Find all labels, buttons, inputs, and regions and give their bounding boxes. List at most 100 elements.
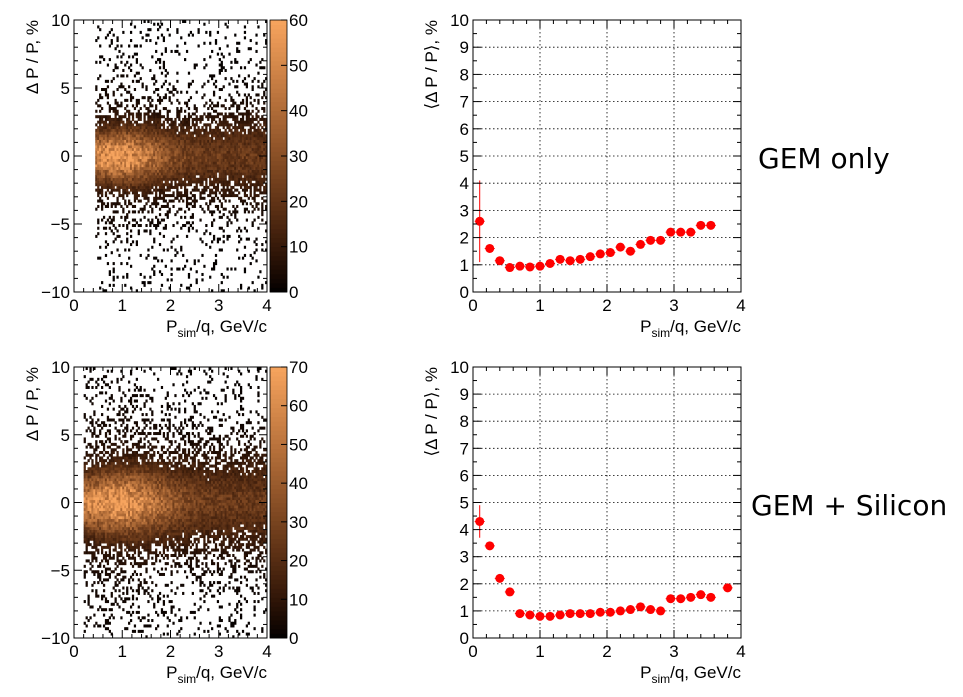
heatmap-cell: [101, 608, 104, 612]
heatmap-cell: [126, 440, 129, 444]
heatmap-cell: [147, 142, 150, 146]
heatmap-cell: [201, 177, 204, 181]
heatmap-cell: [83, 437, 86, 441]
heatmap-cell: [180, 156, 183, 160]
heatmap-cell: [151, 183, 154, 187]
data-point: [666, 227, 676, 237]
heatmap-cell: [222, 104, 225, 108]
row-label-gem-silicon: GEM + Silicon: [751, 489, 947, 522]
heatmap-cell: [131, 218, 135, 222]
heatmap-cell: [239, 172, 243, 176]
heatmap-cell: [108, 396, 111, 400]
heatmap-cell: [209, 175, 212, 179]
heatmap-cell: [120, 185, 123, 189]
heatmap-cell: [101, 513, 104, 517]
heatmap-cell: [118, 529, 121, 533]
heatmap-cell: [170, 166, 173, 170]
heatmap-cell: [91, 432, 94, 436]
heatmap-cell: [89, 518, 92, 522]
heatmap-cell: [226, 44, 229, 48]
heatmap-cell: [199, 164, 202, 168]
heatmap-cell: [124, 537, 127, 541]
heatmap-cell: [201, 180, 204, 184]
heatmap-cell: [263, 90, 266, 94]
heatmap-cell: [162, 188, 166, 192]
heatmap-cell: [137, 164, 140, 168]
heatmap-cell: [222, 126, 225, 130]
heatmap-cell: [104, 131, 108, 135]
heatmap-cell: [131, 164, 135, 168]
heatmap-cell: [220, 150, 223, 154]
heatmap-cell: [122, 575, 125, 579]
heatmap-cell: [174, 145, 177, 149]
heatmap-cell: [199, 180, 202, 184]
heatmap-cell: [133, 164, 137, 168]
heatmap-cell: [102, 180, 106, 184]
heatmap-cell: [131, 147, 135, 151]
heatmap-cell: [91, 497, 94, 501]
heatmap-cell: [214, 259, 218, 263]
heatmap-cell: [122, 480, 125, 484]
heatmap-cell: [255, 49, 258, 53]
heatmap-cell: [222, 123, 225, 127]
heatmap-cell: [87, 469, 90, 473]
heatmap-cell: [85, 385, 88, 389]
heatmap-cell: [156, 175, 160, 179]
heatmap-cell: [145, 158, 148, 162]
heatmap-cell: [199, 150, 202, 154]
heatmap-cell: [214, 191, 218, 195]
heatmap-cell: [209, 158, 212, 162]
heatmap-cell: [120, 461, 123, 465]
heatmap-cell: [232, 126, 235, 130]
heatmap-cell: [124, 283, 127, 287]
heatmap-cell: [133, 131, 137, 135]
heatmap-cell: [253, 131, 256, 135]
heatmap-cell: [253, 147, 256, 151]
heatmap-cell: [178, 267, 181, 271]
heatmap-cell: [83, 472, 86, 476]
heatmap-cell: [120, 456, 123, 460]
heatmap-cell: [124, 147, 127, 151]
heatmap-cell: [245, 188, 248, 192]
heatmap-cell: [236, 177, 239, 181]
heatmap-cell: [116, 445, 119, 449]
heatmap-cell: [226, 161, 229, 165]
heatmap-cell: [222, 188, 225, 192]
heatmap-cell: [85, 532, 88, 536]
colorbar-tick-label: 40: [289, 102, 308, 121]
heatmap-cell: [141, 136, 144, 140]
heatmap-cell: [203, 158, 206, 162]
heatmap-cell: [162, 150, 166, 154]
heatmap-cell: [118, 535, 121, 539]
heatmap-cell: [112, 109, 115, 113]
heatmap-cell: [87, 453, 90, 457]
heatmap-cell: [112, 117, 115, 121]
heatmap-cell: [108, 185, 111, 189]
heatmap-cell: [238, 240, 241, 244]
heatmap-cell: [83, 575, 86, 579]
heatmap-cell: [83, 516, 86, 520]
heatmap-cell: [212, 147, 216, 151]
heatmap-cell: [236, 161, 239, 165]
heatmap-cell: [189, 166, 193, 170]
heatmap-cell: [220, 169, 223, 173]
heatmap-cell: [83, 491, 86, 495]
heatmap-cell: [129, 136, 133, 140]
heatmap-cell: [156, 147, 160, 151]
colorbar-step: [270, 178, 287, 184]
heatmap-cell: [108, 532, 111, 536]
heatmap-cell: [212, 142, 216, 146]
heatmap-cell: [95, 488, 98, 492]
heatmap-cell: [104, 150, 108, 154]
heatmap-cell: [118, 234, 121, 238]
data-point: [575, 254, 585, 264]
heatmap-cell: [189, 175, 193, 179]
heatmap-cell: [197, 28, 200, 32]
heatmap-cell: [201, 172, 204, 176]
heatmap-cell: [178, 172, 181, 176]
heatmap-cell: [205, 202, 208, 206]
heatmap-cell: [110, 150, 113, 154]
heatmap-cell: [116, 532, 119, 536]
heatmap-cell: [255, 175, 258, 179]
heatmap-cell: [195, 172, 198, 176]
